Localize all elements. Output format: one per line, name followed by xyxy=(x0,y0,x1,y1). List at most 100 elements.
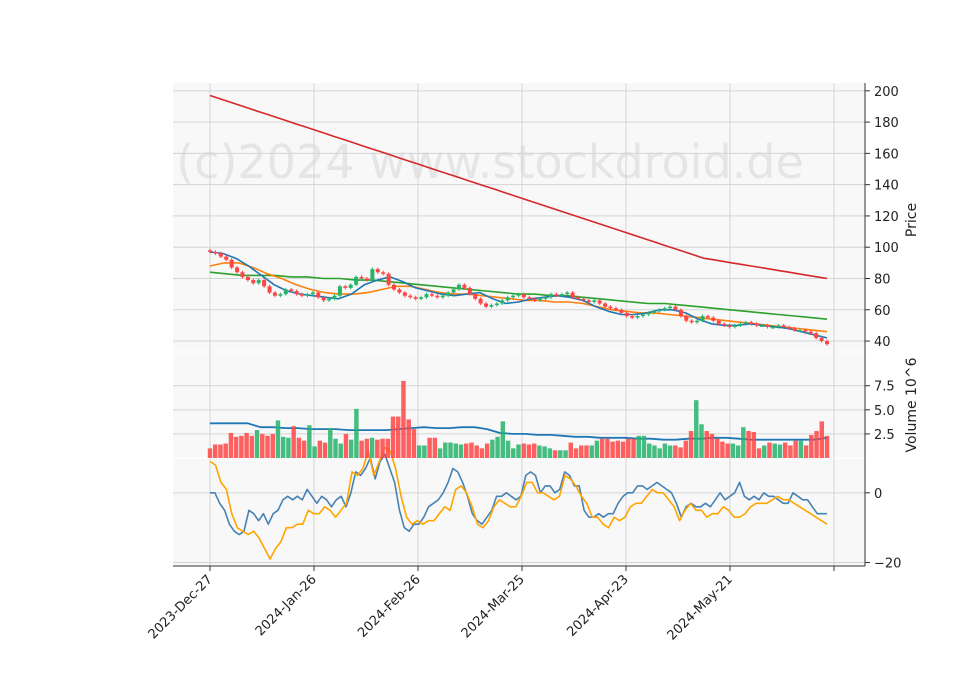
volume-bar xyxy=(411,429,417,458)
price-axis-label: Price xyxy=(904,203,920,237)
volume-bar xyxy=(599,438,605,458)
volume-bar xyxy=(233,436,239,458)
volume-bar xyxy=(265,435,270,458)
volume-bar xyxy=(803,445,809,458)
volume-bar xyxy=(709,433,715,458)
candle-body xyxy=(576,297,581,299)
candle-body xyxy=(732,325,737,327)
volume-bar xyxy=(254,430,260,458)
y-tick-label: 60 xyxy=(874,304,891,319)
candle-body xyxy=(213,251,218,254)
volume-bar xyxy=(589,445,594,458)
candle-body xyxy=(700,316,705,321)
volume-axis-label: Volume 10^6 xyxy=(904,357,920,452)
candle-body xyxy=(440,295,445,298)
candle-body xyxy=(489,305,494,307)
volume-bar xyxy=(667,445,673,458)
volume-bar xyxy=(364,438,370,458)
volume-bar xyxy=(511,448,516,458)
candle-body xyxy=(327,298,332,301)
volume-bar xyxy=(521,443,526,458)
volume-bar xyxy=(437,448,443,458)
volume-bar xyxy=(552,450,558,458)
candle-body xyxy=(354,276,359,285)
candle-body xyxy=(565,292,570,295)
volume-bar xyxy=(296,437,302,458)
volume-bar xyxy=(615,440,621,458)
volume-bar xyxy=(537,445,542,458)
y-tick-label: 2.5 xyxy=(874,428,895,443)
volume-bar xyxy=(725,443,730,458)
candle-body xyxy=(646,312,651,315)
volume-bar xyxy=(343,433,349,458)
candle-body xyxy=(505,297,510,301)
candle-body xyxy=(359,276,364,279)
candle-body xyxy=(446,292,451,296)
volume-bar xyxy=(730,443,736,458)
volume-bar xyxy=(641,435,647,458)
candle-body xyxy=(224,256,229,260)
candle-body xyxy=(456,284,461,290)
candle-body xyxy=(554,294,559,296)
candle-body xyxy=(765,325,770,327)
candle-body xyxy=(467,287,472,295)
candle-body xyxy=(668,306,673,309)
volume-bar xyxy=(385,438,391,458)
volume-bar xyxy=(448,442,453,458)
candle-body xyxy=(592,300,597,302)
volume-bar xyxy=(354,408,359,458)
candle-body xyxy=(516,294,521,296)
candle-body xyxy=(451,289,456,293)
candle-body xyxy=(695,320,700,323)
volume-bar xyxy=(678,447,683,458)
volume-bar xyxy=(505,440,511,458)
candle-body xyxy=(781,325,786,327)
candle-body xyxy=(570,292,575,298)
candle-body xyxy=(808,331,813,334)
volume-bar xyxy=(291,426,296,458)
volume-bar xyxy=(809,434,814,458)
candle-body xyxy=(727,325,732,327)
watermark: (c)2024 www.stockdroid.de xyxy=(176,135,804,189)
candle-body xyxy=(429,294,434,296)
volume-bar xyxy=(443,442,448,458)
candle-body xyxy=(521,294,526,298)
volume-bar xyxy=(396,416,401,458)
volume-bar xyxy=(312,446,317,458)
candle-body xyxy=(337,286,342,296)
y-tick-label: 80 xyxy=(874,272,891,287)
volume-bar xyxy=(594,440,600,458)
volume-bar xyxy=(474,445,479,458)
volume-bar xyxy=(610,441,615,458)
candle-body xyxy=(548,294,553,298)
macd-line xyxy=(210,453,827,536)
candle-body xyxy=(684,316,689,321)
y-tick-label: 140 xyxy=(874,179,899,194)
candle-body xyxy=(538,298,543,301)
candle-body xyxy=(608,306,613,309)
candle-body xyxy=(294,291,299,295)
y-tick-label: 5.0 xyxy=(874,404,895,419)
candle-body xyxy=(651,311,656,313)
volume-bar xyxy=(636,435,641,458)
volume-bar xyxy=(390,416,396,458)
candle-body xyxy=(673,306,678,310)
volume-bar xyxy=(359,440,364,458)
volume-bar xyxy=(375,439,380,458)
y-tick-label: 180 xyxy=(874,116,899,131)
candle-body xyxy=(749,322,754,324)
candle-body xyxy=(245,276,250,281)
volume-bar xyxy=(824,435,830,458)
volume-bar xyxy=(490,439,495,458)
candle-body xyxy=(511,295,516,298)
candle-body xyxy=(613,308,618,310)
volume-bar xyxy=(280,436,286,458)
volume-bar xyxy=(270,433,275,458)
candle-body xyxy=(657,309,662,312)
volume-bar xyxy=(369,437,375,458)
candle-body xyxy=(738,323,743,326)
volume-bar xyxy=(244,432,249,458)
candle-body xyxy=(532,298,537,301)
candle-body xyxy=(240,272,245,277)
candle-body xyxy=(218,253,223,257)
